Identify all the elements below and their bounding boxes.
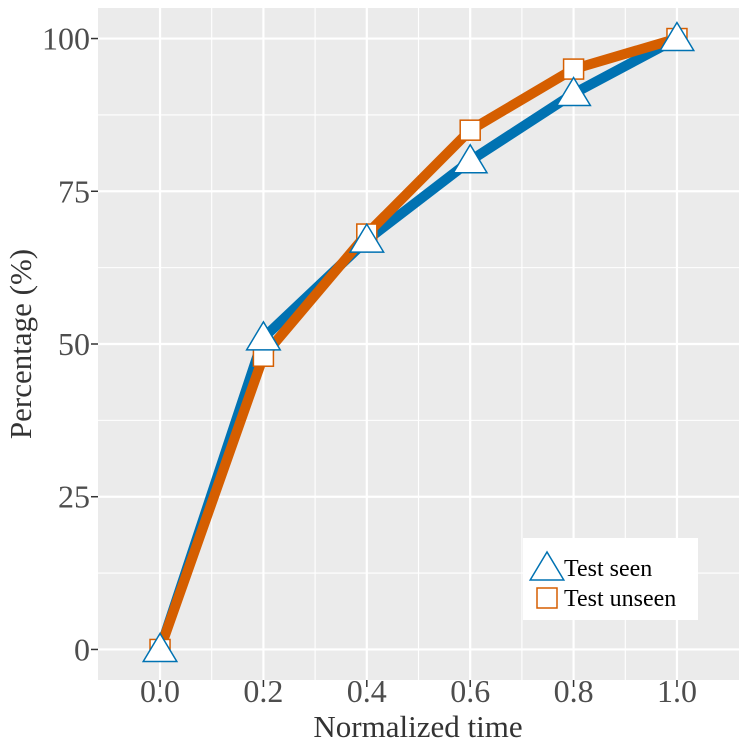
x-tick-label: 0.0	[140, 673, 180, 709]
y-tick-label: 100	[42, 21, 90, 57]
x-tick-label: 1.0	[657, 673, 697, 709]
x-tick-label: 0.6	[450, 673, 490, 709]
data-point-triangle	[658, 21, 696, 52]
x-tick-label: 0.4	[347, 673, 387, 709]
x-tick-label: 0.2	[243, 673, 283, 709]
legend-label: Test unseen	[564, 586, 676, 612]
legend-label: Test seen	[564, 556, 652, 582]
y-tick-label: 75	[58, 173, 90, 209]
data-point-square	[459, 119, 481, 141]
legend-key-square	[536, 587, 558, 609]
x-tick-label: 0.8	[554, 673, 594, 709]
y-tick-label: 50	[58, 326, 90, 362]
data-point-triangle	[141, 631, 179, 663]
y-tick-label: 0	[74, 631, 90, 667]
y-axis-title: Percentage (%)	[3, 249, 38, 439]
data-point-triangle	[348, 222, 385, 253]
data-point-triangle	[245, 320, 282, 351]
legend: Test seen Test unseen	[523, 538, 698, 620]
x-axis-title: Normalized time	[313, 709, 522, 744]
series-lines	[155, 33, 680, 652]
y-tick-label: 25	[58, 479, 90, 515]
series-line-1	[155, 34, 680, 652]
x-axis-ticks: 0.0 0.2 0.4 0.6 0.8 1.0	[140, 673, 697, 709]
legend-key-triangle	[528, 550, 566, 581]
series-markers	[141, 21, 696, 663]
series-line-2	[155, 33, 679, 652]
y-axis-ticks: 0 25 50 75 100	[42, 21, 98, 667]
data-point-triangle	[555, 76, 592, 107]
data-point-triangle	[452, 143, 489, 174]
